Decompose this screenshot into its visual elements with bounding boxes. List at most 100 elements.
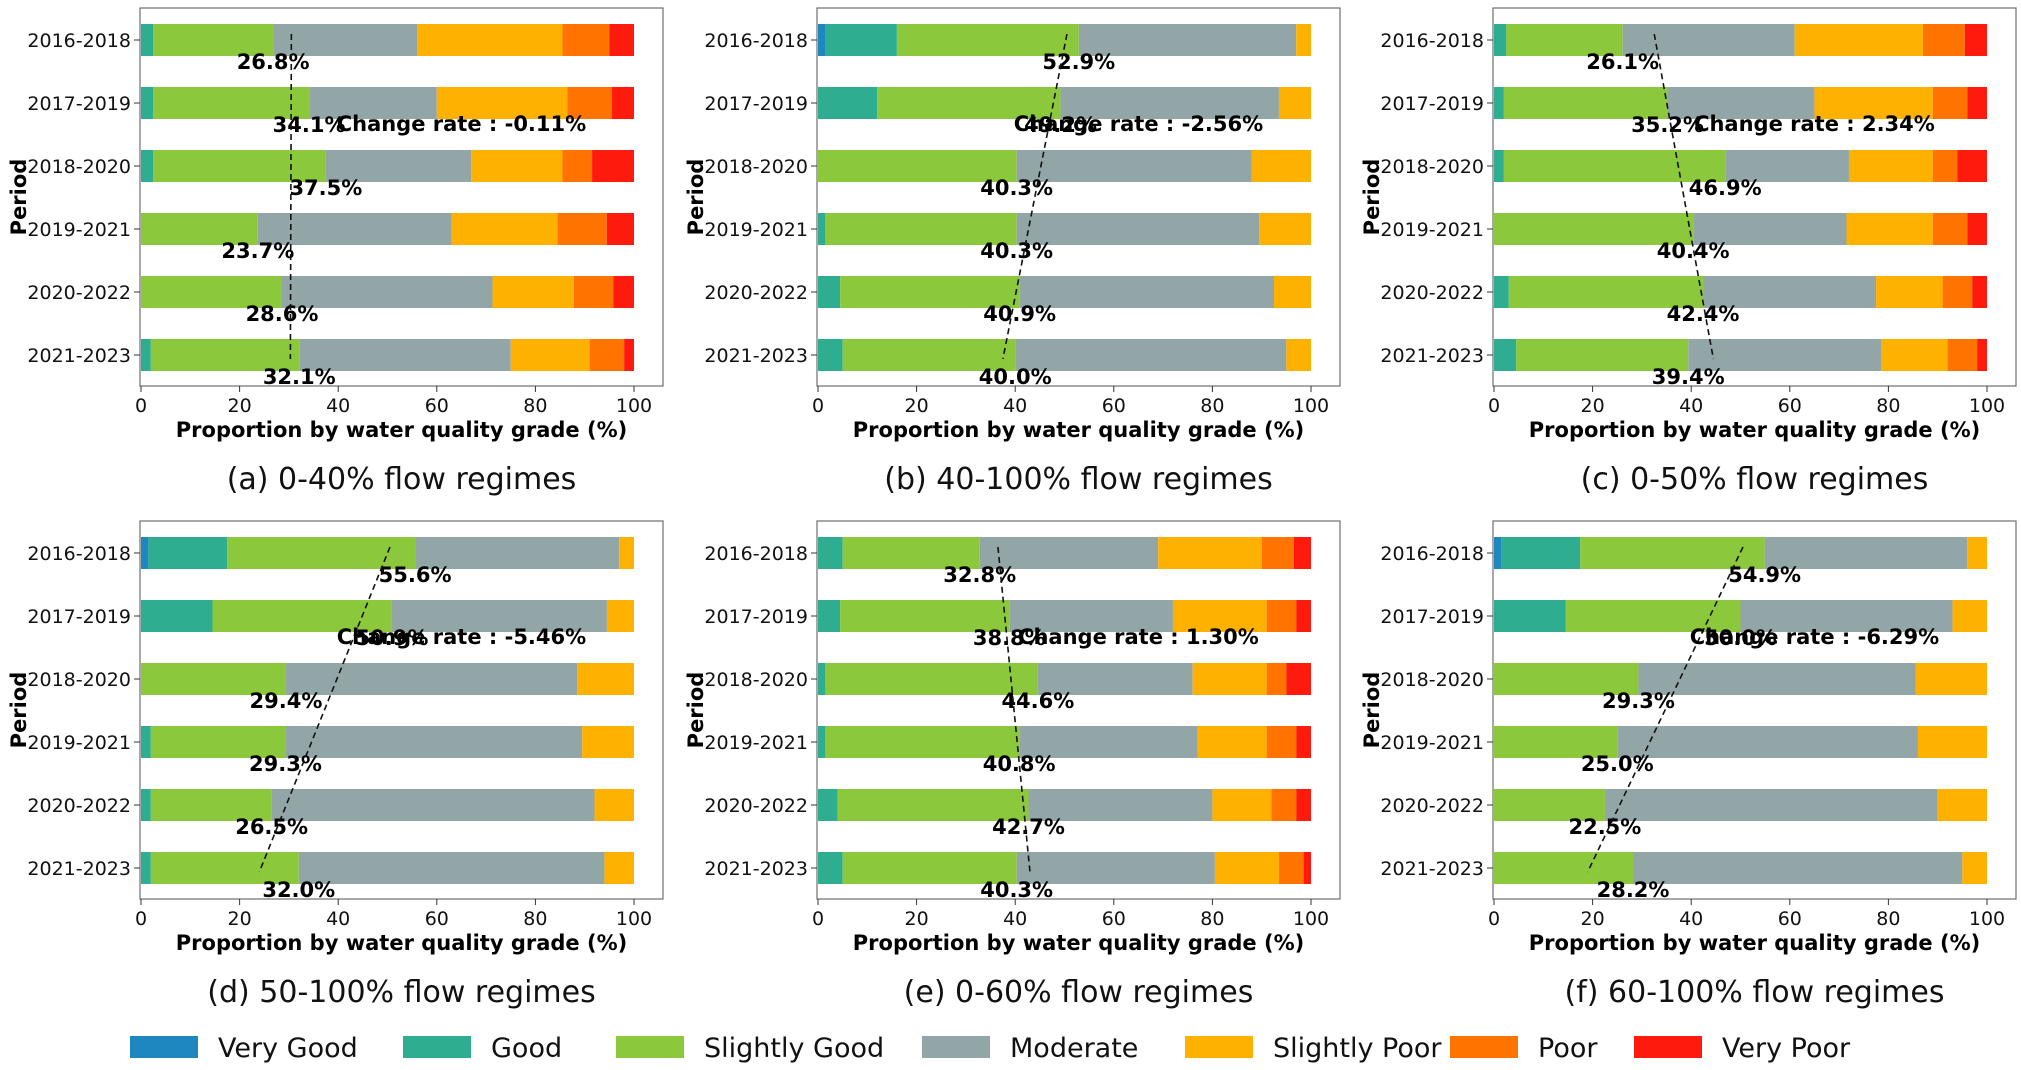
bar-segment-slightly-good: [1580, 537, 1765, 569]
bar-segment-slightly-good: [842, 537, 980, 569]
bar-segment-good: [141, 87, 154, 119]
bar-segment-good: [1494, 24, 1507, 56]
data-label: 29.4%: [250, 689, 323, 713]
bar-segment-slightly-poor: [1937, 789, 1987, 821]
bar-segment-very-poor: [611, 87, 634, 119]
data-label: 40.9%: [983, 302, 1056, 326]
legend-swatch: [130, 1036, 198, 1058]
legend-item-good: Good: [403, 1033, 562, 1064]
bar-segment-slightly-poor: [1212, 789, 1272, 821]
change-rate-annotation: Change rate : 1.30%: [1018, 625, 1259, 649]
chart-panel-e: 2016-201832.8%2017-201938.8%2018-202044.…: [684, 520, 1341, 1010]
bar-segment-moderate: [1764, 537, 1968, 569]
bar-segment-good: [1494, 87, 1504, 119]
y-tick-label: 2021-2023: [704, 858, 808, 880]
data-label: 39.4%: [1652, 365, 1725, 389]
x-tick-label: 100: [1969, 908, 2005, 930]
data-label: 28.6%: [246, 302, 319, 326]
bar-segment-good: [141, 339, 151, 371]
y-axis-label: Period: [1360, 672, 1384, 749]
bar-segment-slightly-good: [840, 276, 1020, 308]
legend-label: Slightly Good: [704, 1033, 884, 1064]
bar-segment-slightly-good: [1516, 339, 1689, 371]
data-label: 49.2%: [1024, 113, 1097, 137]
bar-segment-slightly-poor: [436, 87, 568, 119]
y-tick-label: 2016-2018: [27, 30, 131, 52]
legend-swatch: [1185, 1036, 1253, 1058]
bar-segment-poor: [589, 339, 625, 371]
bar-segment-poor: [573, 276, 614, 308]
data-label: 29.3%: [249, 752, 322, 776]
bar-segment-slightly-good: [1503, 150, 1726, 182]
y-tick-label: 2018-2020: [704, 156, 808, 178]
bar-segment-slightly-good: [842, 852, 1017, 884]
bar-segment-poor: [1266, 726, 1297, 758]
x-tick-label: 0: [1488, 908, 1500, 930]
x-axis-label: Proportion by water quality grade (%): [176, 418, 627, 442]
x-axis-label: Proportion by water quality grade (%): [176, 931, 627, 955]
bar-segment-very-poor: [609, 24, 634, 56]
x-axis-label: Proportion by water quality grade (%): [1529, 418, 1980, 442]
bar-segment-moderate: [1009, 600, 1173, 632]
y-tick-label: 2018-2020: [704, 669, 808, 691]
trend-line: [289, 33, 293, 360]
bar-segment-good: [141, 789, 151, 821]
y-tick-label: 2021-2023: [27, 345, 131, 367]
y-axis-label: Period: [7, 159, 31, 236]
bar-segment-good: [1494, 276, 1509, 308]
y-tick-label: 2019-2021: [27, 732, 131, 754]
y-tick-label: 2018-2020: [1380, 156, 1484, 178]
y-tick-label: 2016-2018: [704, 543, 808, 565]
legend-label: Moderate: [1010, 1033, 1138, 1064]
y-tick-label: 2019-2021: [27, 219, 131, 241]
bar-segment-poor: [562, 150, 593, 182]
bar-segment-slightly-good: [840, 600, 1010, 632]
bar-segment-slightly-good: [1506, 24, 1623, 56]
y-tick-label: 2016-2018: [704, 30, 808, 52]
bar-segment-slightly-good: [1508, 276, 1704, 308]
bar-segment-slightly-good: [818, 150, 1017, 182]
x-tick-label: 0: [135, 908, 147, 930]
x-tick-label: 100: [1293, 908, 1329, 930]
y-tick-label: 2019-2021: [1380, 219, 1484, 241]
bar-segment-moderate: [1037, 663, 1193, 695]
y-tick-label: 2016-2018: [27, 543, 131, 565]
bar-segment-very-poor: [613, 276, 634, 308]
panel-caption: (d) 50-100% flow regimes: [207, 975, 595, 1010]
plot-frame: [139, 7, 664, 387]
bar-segment-slightly-good: [1503, 87, 1668, 119]
x-tick-label: 40: [1679, 908, 1703, 930]
x-tick-label: 20: [228, 908, 252, 930]
x-tick-label: 40: [326, 908, 350, 930]
legend-label: Poor: [1538, 1033, 1598, 1064]
bar-segment-poor: [562, 24, 610, 56]
legend-swatch: [403, 1036, 471, 1058]
bar-segment-poor: [1278, 852, 1304, 884]
data-label: 26.5%: [235, 815, 308, 839]
data-label: 34.1%: [273, 113, 346, 137]
bar-segment-slightly-poor: [1794, 24, 1923, 56]
y-tick-label: 2017-2019: [27, 93, 131, 115]
bar-segment-moderate: [1016, 213, 1260, 245]
x-tick-label: 20: [228, 395, 252, 417]
bar-segment-slightly-poor: [604, 852, 634, 884]
bar-segment-moderate: [1622, 24, 1795, 56]
legend-label: Very Poor: [1722, 1033, 1851, 1064]
x-tick-label: 40: [1003, 908, 1027, 930]
bar-segment-slightly-poor: [1952, 600, 1987, 632]
bar-segment-slightly-good: [141, 663, 286, 695]
bar-segment-slightly-poor: [1848, 150, 1933, 182]
change-rate-annotation: Change rate : -6.29%: [1690, 625, 1939, 649]
bar-segment-moderate: [1078, 24, 1297, 56]
bar-segment-slightly-good: [150, 852, 299, 884]
bar-segment-slightly-poor: [1915, 663, 1987, 695]
bar-segment-moderate: [1688, 339, 1882, 371]
x-tick-label: 0: [812, 395, 824, 417]
bar-segment-slightly-good: [227, 537, 416, 569]
x-tick-label: 60: [425, 908, 449, 930]
bar-segment-good: [825, 24, 897, 56]
trend-line: [1002, 33, 1068, 360]
bar-segment-good: [818, 213, 826, 245]
legend-swatch: [922, 1036, 990, 1058]
bar-segment-slightly-good: [837, 789, 1029, 821]
